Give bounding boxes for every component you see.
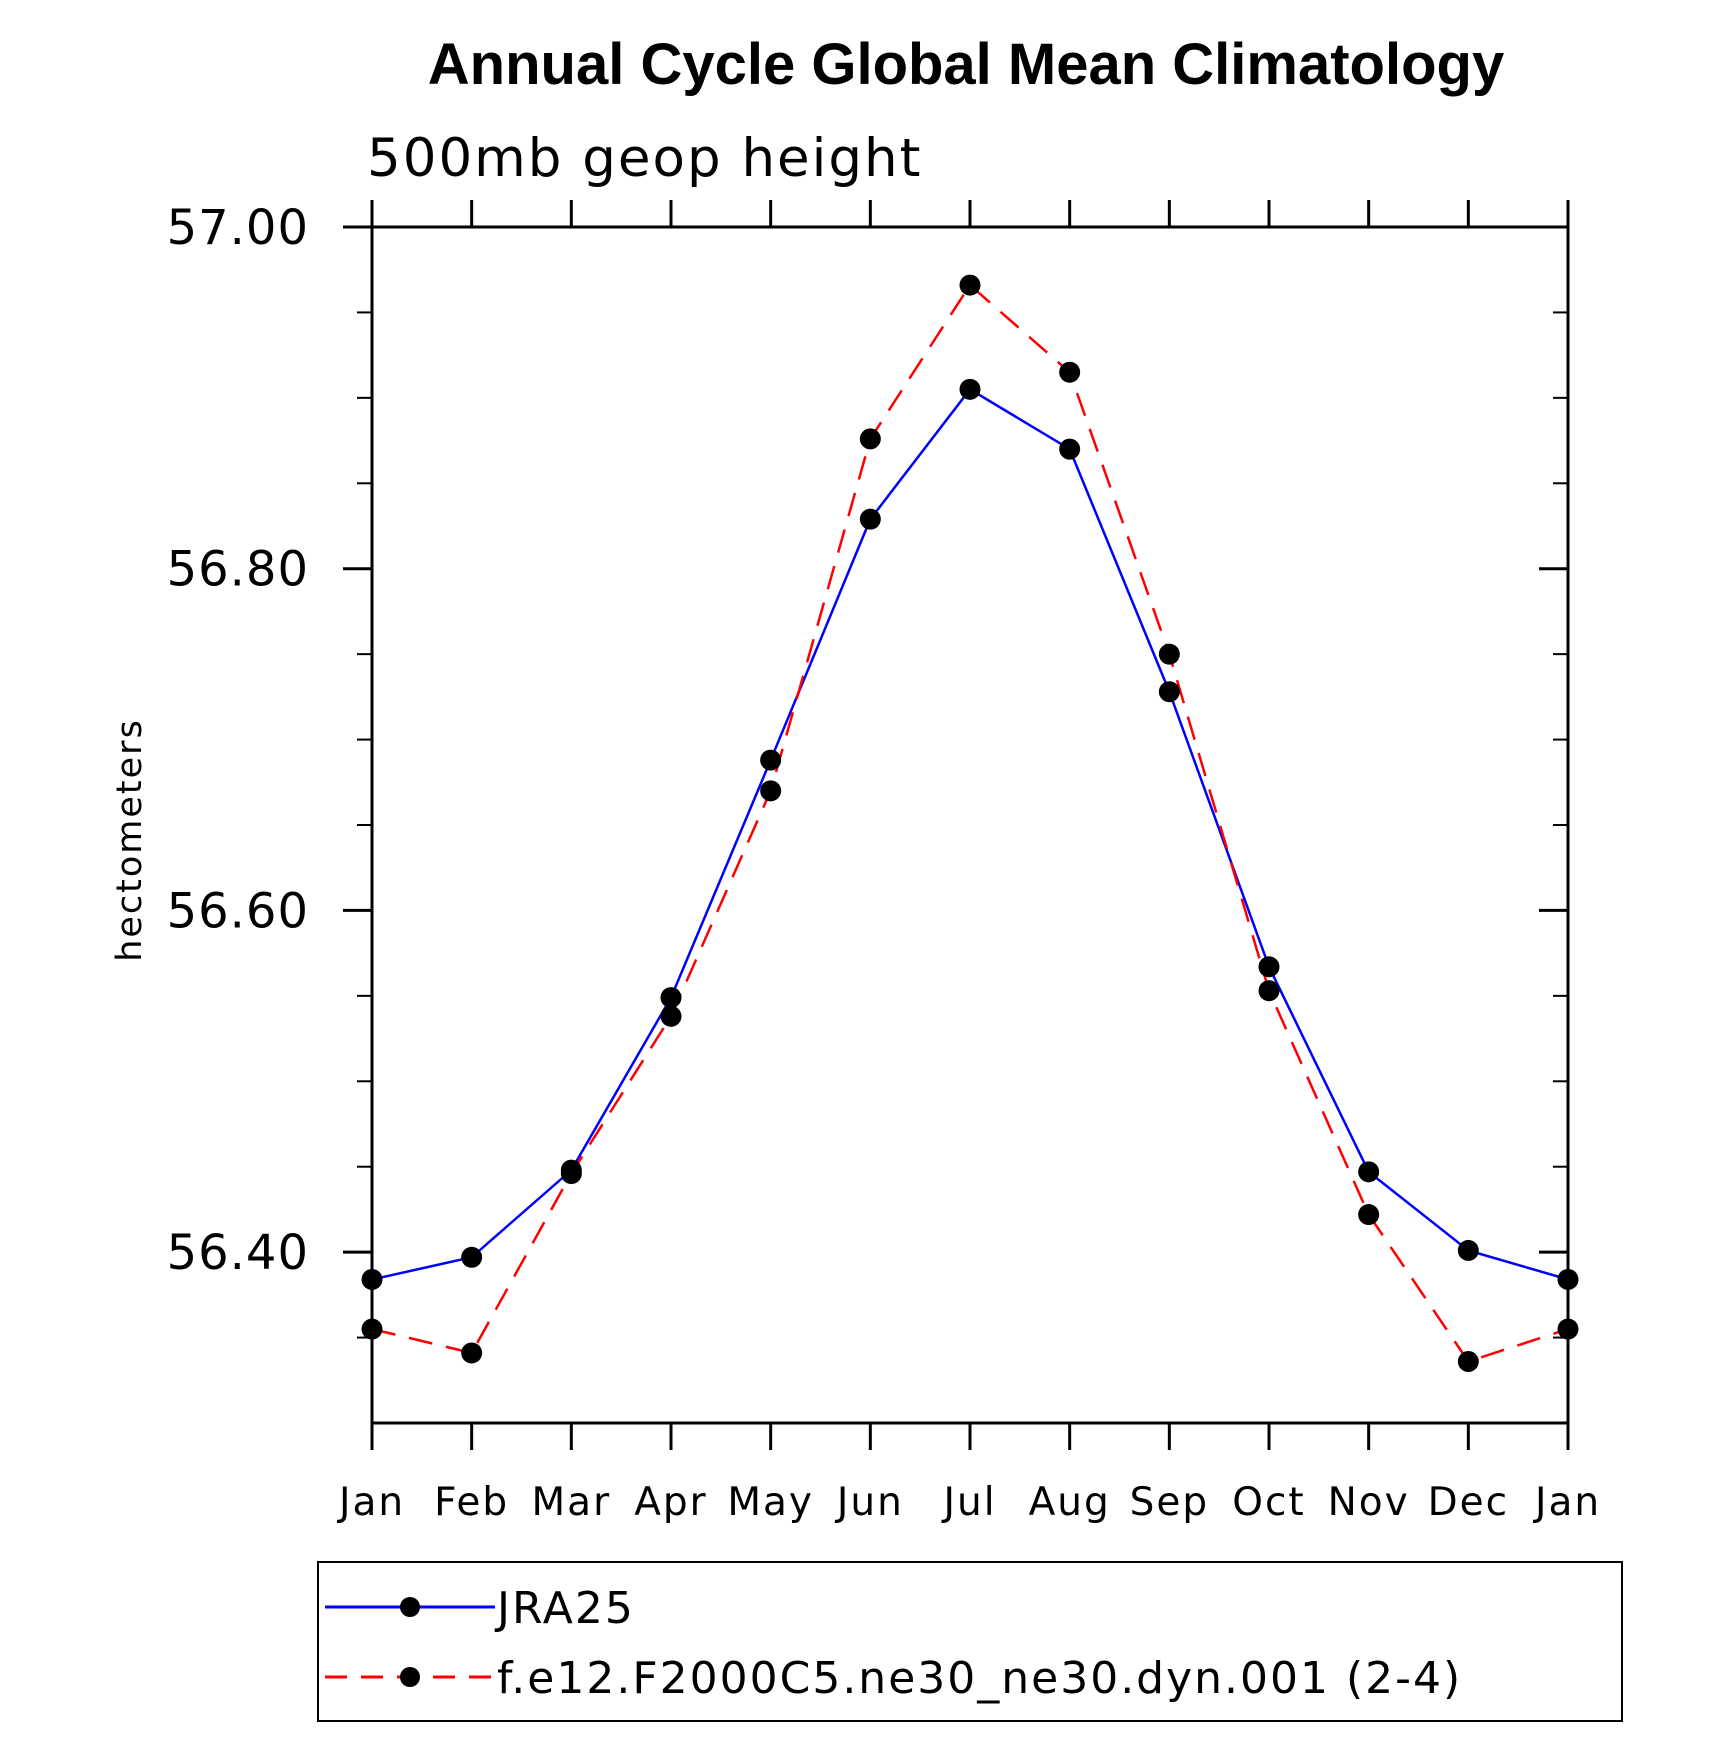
x-tick-label: Mar	[532, 1480, 612, 1525]
series-0-point	[1358, 1161, 1380, 1183]
series-1-point	[1358, 1204, 1380, 1226]
x-axis-ticks: Jan Feb Mar Apr May Jun Jul Aug Sep Oct Nov Dec Jan	[336, 200, 1601, 1525]
legend-label-jra25: JRA25	[494, 1583, 635, 1634]
legend-entry-jra25: JRA25	[325, 1583, 635, 1634]
y-tick-label: 56.80	[167, 542, 309, 598]
legend-label-model: f.e12.F2000C5.ne30_ne30.dyn.001 (2-4)	[497, 1653, 1462, 1704]
series-1-point	[1258, 980, 1280, 1002]
series-0-point	[859, 508, 881, 530]
y-tick-label: 57.00	[167, 200, 309, 256]
series-1-point	[1059, 361, 1081, 383]
series-1-point	[959, 274, 981, 296]
x-tick-label: Jun	[834, 1480, 904, 1525]
x-tick-label: Oct	[1232, 1480, 1305, 1525]
series-0-point	[959, 378, 981, 400]
chart-title: Annual Cycle Global Mean Climatology	[428, 32, 1504, 97]
legend-marker-jra25	[400, 1597, 420, 1617]
series-0-point	[760, 749, 782, 771]
series-0-point	[1258, 956, 1280, 978]
series-1-point	[461, 1342, 483, 1364]
x-tick-label: Feb	[434, 1480, 509, 1525]
x-tick-label: Jul	[940, 1480, 996, 1525]
series-1-point	[660, 1005, 682, 1027]
series-0-point	[461, 1246, 483, 1268]
x-tick-label: May	[727, 1480, 814, 1525]
y-tick-label: 56.60	[167, 883, 309, 939]
series-1-point	[560, 1163, 582, 1185]
series-layer	[361, 274, 1579, 1372]
series-1-point	[1557, 1318, 1579, 1340]
series-1-point	[760, 780, 782, 802]
legend-entry-model: f.e12.F2000C5.ne30_ne30.dyn.001 (2-4)	[325, 1653, 1462, 1704]
series-0-point	[1059, 438, 1081, 460]
series-0-point	[1557, 1268, 1579, 1290]
legend-box	[317, 1561, 1623, 1722]
x-tick-label: Jan	[1532, 1480, 1601, 1525]
y-tick-label: 56.40	[167, 1225, 309, 1281]
series-1-point	[1457, 1350, 1479, 1372]
series-1-point	[361, 1318, 383, 1340]
legend-marker-model	[400, 1667, 420, 1687]
x-tick-label: Jan	[336, 1480, 405, 1525]
y-axis-label: hectometers	[110, 718, 150, 962]
y-axis-ticks: 56.40 56.60 56.80 57.00	[167, 200, 1568, 1339]
series-1-point	[859, 428, 881, 450]
x-tick-label: Dec	[1428, 1480, 1509, 1525]
series-0-point	[1457, 1239, 1479, 1261]
chart-subtitle: 500mb geop height	[367, 128, 922, 189]
x-tick-label: Aug	[1029, 1480, 1111, 1525]
series-0-point	[361, 1268, 383, 1290]
series-0-point	[660, 987, 682, 1009]
x-tick-label: Nov	[1328, 1480, 1410, 1525]
series-0-point	[1158, 681, 1180, 703]
x-tick-label: Sep	[1130, 1480, 1210, 1525]
series-1-point	[1158, 643, 1180, 665]
x-tick-label: Apr	[634, 1480, 707, 1525]
